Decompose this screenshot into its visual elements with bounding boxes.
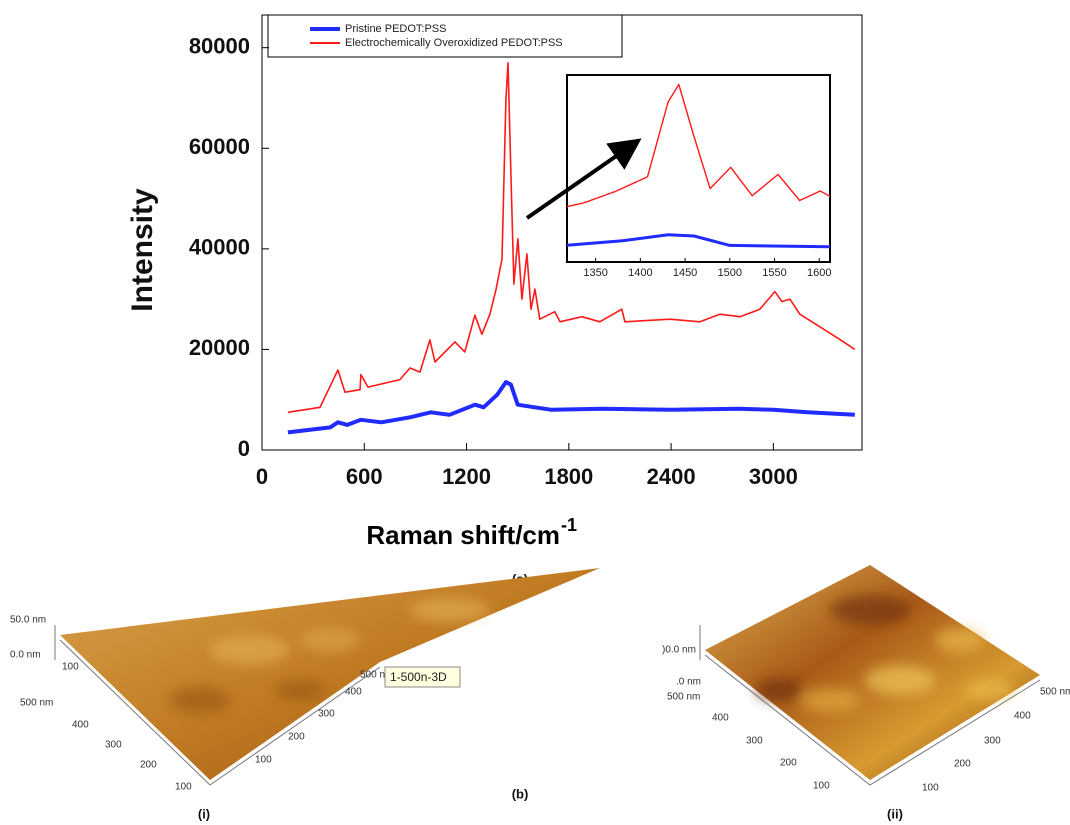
- afm-axis-label: 200: [954, 759, 971, 770]
- zoom-arrow: [525, 138, 642, 220]
- x-tick-label: 2400: [647, 464, 696, 489]
- series-line: [567, 233, 830, 249]
- inset-x-tick-label: 1350: [583, 267, 607, 279]
- legend-box: [267, 14, 623, 58]
- afm-axis-label: 0.0 nm: [10, 650, 41, 661]
- afm-axis-label: 200: [140, 760, 157, 771]
- x-tick-label: 1200: [442, 464, 491, 489]
- afm-axis-label: .0 nm: [676, 677, 701, 688]
- afm-axis-label: 300: [746, 736, 763, 747]
- caption: (b): [512, 786, 529, 801]
- inset-x-tick-label: 1500: [718, 267, 742, 279]
- afm-axis-label: 100: [922, 783, 939, 794]
- inset-plot: [567, 83, 830, 249]
- afm-axis-label: 500 nm: [20, 698, 53, 709]
- afm-axis-label: 300: [105, 740, 122, 751]
- afm-surface: [60, 568, 600, 780]
- legend-label: Electrochemically Overoxidized PEDOT:PSS: [345, 37, 563, 49]
- afm-axis-label: 500 nm: [1040, 687, 1070, 698]
- afm-axis-label: 100: [255, 755, 272, 766]
- afm-texture: [170, 598, 490, 714]
- y-tick-label: 80000: [189, 34, 250, 59]
- afm-axis-label: 100: [813, 781, 830, 792]
- afm-axis-label: )0.0 nm: [662, 645, 696, 656]
- y-tick-label: 60000: [189, 134, 250, 159]
- afm-axis-label: 400: [712, 713, 729, 724]
- x-tick-label: 1800: [544, 464, 593, 489]
- y-tick-label: 0: [238, 436, 250, 461]
- afm-axis-label: 100: [175, 782, 192, 793]
- inset-x-tick-label: 1600: [807, 267, 831, 279]
- caption: (ii): [887, 806, 903, 821]
- afm-axis-label: 500 nm: [667, 692, 700, 703]
- afm-axis-label: 300: [318, 709, 335, 720]
- inset-x-tick-label: 1450: [673, 267, 697, 279]
- x-axis-label: Raman shift/cm: [366, 520, 560, 550]
- y-axis-label: Intensity: [126, 188, 159, 312]
- afm-axis-label: 200: [288, 732, 305, 743]
- x-tick-label: 0: [256, 464, 268, 489]
- series-line: [287, 62, 856, 414]
- afm-axis-label: 400: [1014, 711, 1031, 722]
- x-tick-label: 600: [346, 464, 383, 489]
- caption: (i): [198, 806, 210, 821]
- afm-axis-label: 400: [72, 720, 89, 731]
- afm-image: [699, 565, 1041, 786]
- inset-frame: [566, 74, 831, 263]
- afm-axis-label: 50.0 nm: [10, 615, 46, 626]
- afm-texture: [755, 595, 1015, 712]
- legend-label: Pristine PEDOT:PSS: [345, 23, 446, 35]
- afm-image: [54, 568, 600, 786]
- y-tick-label: 40000: [189, 235, 250, 260]
- x-tick-label: 3000: [749, 464, 798, 489]
- afm-axis-label: 500 n: [360, 670, 385, 681]
- main-plot: [287, 62, 856, 435]
- afm-axis-label: 400: [345, 687, 362, 698]
- inset-x-tick-label: 1550: [762, 267, 786, 279]
- tooltip-box: [384, 666, 461, 688]
- afm-axis-label: 300: [984, 736, 1001, 747]
- y-tick-label: 20000: [189, 335, 250, 360]
- afm-axis-label: 100: [62, 662, 79, 673]
- series-line: [567, 83, 830, 208]
- afm-axis-label: 200: [780, 758, 797, 769]
- series-line: [287, 380, 855, 435]
- x-axis-label-superscript: -1: [561, 515, 577, 535]
- tooltip: 1-500n-3D: [390, 670, 447, 684]
- inset-x-tick-label: 1400: [628, 267, 652, 279]
